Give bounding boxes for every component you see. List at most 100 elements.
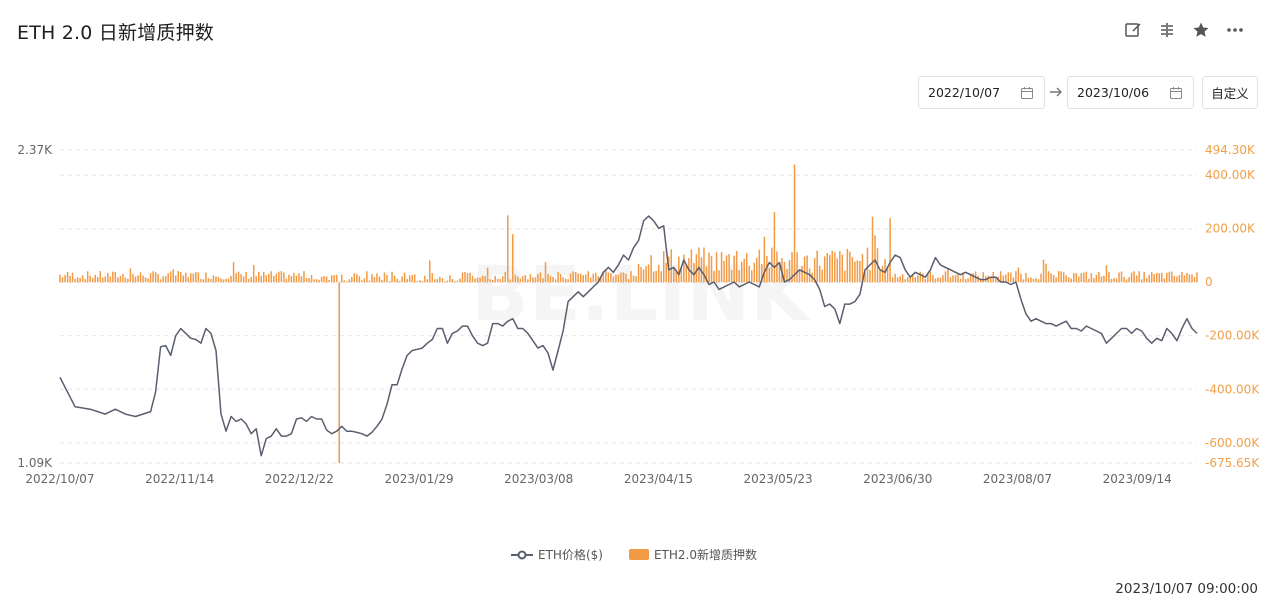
bar bbox=[806, 255, 808, 283]
bar bbox=[1060, 271, 1062, 283]
bar bbox=[735, 250, 738, 283]
bar bbox=[76, 277, 79, 283]
bar bbox=[1075, 273, 1078, 283]
bar bbox=[232, 262, 235, 283]
bar bbox=[182, 275, 185, 283]
bar bbox=[456, 280, 459, 283]
legend-label-staking: ETH2.0新增质押数 bbox=[653, 548, 757, 562]
bar bbox=[1110, 278, 1113, 283]
end-date-input[interactable]: 2023/10/06 bbox=[1067, 76, 1194, 109]
bar bbox=[534, 277, 537, 283]
bar bbox=[1025, 272, 1027, 283]
bar bbox=[464, 271, 466, 283]
bar bbox=[81, 275, 84, 283]
bar bbox=[69, 275, 71, 283]
x-axis-tick: 2023/05/23 bbox=[744, 472, 813, 486]
bar bbox=[529, 274, 532, 283]
bar bbox=[748, 265, 750, 283]
bar bbox=[162, 276, 164, 283]
bar bbox=[227, 278, 230, 283]
bar bbox=[235, 273, 237, 283]
bar bbox=[396, 278, 398, 283]
bar bbox=[368, 280, 371, 283]
bar bbox=[1113, 278, 1115, 283]
bar bbox=[1163, 278, 1166, 283]
bar bbox=[1176, 276, 1178, 283]
bar bbox=[99, 271, 102, 283]
bar bbox=[753, 262, 756, 283]
bar bbox=[112, 271, 114, 283]
start-date-input[interactable]: 2022/10/07 bbox=[918, 76, 1045, 109]
custom-range-button[interactable]: 自定义 bbox=[1202, 76, 1258, 109]
bar bbox=[720, 252, 723, 283]
bar bbox=[152, 271, 154, 283]
bar bbox=[338, 282, 340, 463]
bar bbox=[967, 278, 969, 283]
bar bbox=[298, 273, 300, 283]
bar bbox=[577, 273, 579, 283]
bar bbox=[773, 212, 776, 283]
star-icon[interactable] bbox=[1190, 19, 1212, 41]
bar bbox=[1105, 265, 1108, 283]
bar bbox=[610, 273, 612, 283]
bar bbox=[1143, 271, 1145, 283]
bar bbox=[315, 279, 318, 283]
bar bbox=[952, 275, 954, 283]
bar bbox=[1007, 272, 1010, 283]
bar bbox=[1140, 279, 1143, 283]
bar bbox=[1015, 271, 1017, 283]
bar bbox=[426, 279, 429, 283]
bar bbox=[567, 279, 569, 283]
bar bbox=[700, 257, 703, 283]
bar bbox=[572, 271, 574, 283]
bar bbox=[791, 252, 793, 283]
bar bbox=[1027, 277, 1030, 283]
bar bbox=[1191, 274, 1193, 283]
bar bbox=[1125, 279, 1128, 283]
bar bbox=[411, 275, 413, 283]
bar bbox=[197, 272, 200, 283]
calendar-icon bbox=[1021, 86, 1033, 99]
bar bbox=[823, 256, 826, 283]
bar bbox=[303, 271, 305, 283]
left-axis-min: 1.09K bbox=[17, 456, 53, 470]
bar bbox=[524, 275, 527, 283]
bar bbox=[421, 281, 423, 283]
bar bbox=[436, 278, 439, 283]
bar bbox=[225, 278, 227, 283]
bar bbox=[1035, 278, 1037, 283]
bar bbox=[283, 272, 285, 283]
bar bbox=[1166, 272, 1168, 283]
more-icon[interactable] bbox=[1224, 19, 1246, 41]
bar bbox=[652, 271, 655, 283]
bar bbox=[1090, 273, 1093, 283]
bar bbox=[909, 275, 911, 283]
legend-item-staking[interactable]: ETH2.0新增质押数 bbox=[628, 546, 757, 563]
bar bbox=[185, 272, 187, 283]
bar bbox=[66, 272, 69, 283]
bar bbox=[745, 253, 748, 283]
compare-icon[interactable] bbox=[1156, 19, 1178, 41]
right-axis-tick: 494.30K bbox=[1205, 143, 1256, 157]
legend-item-price[interactable]: ETH价格($) bbox=[511, 546, 603, 563]
bar bbox=[1078, 276, 1080, 283]
bar bbox=[122, 273, 124, 283]
bar bbox=[451, 279, 454, 283]
bar bbox=[657, 264, 660, 283]
bar bbox=[793, 164, 796, 283]
bar bbox=[911, 275, 914, 283]
bar bbox=[270, 271, 273, 283]
bar bbox=[552, 276, 554, 283]
page-title: ETH 2.0 日新增质押数 bbox=[17, 22, 214, 44]
bar bbox=[215, 276, 217, 283]
bar bbox=[818, 265, 821, 283]
bar bbox=[969, 273, 972, 283]
bar bbox=[335, 274, 338, 283]
bar bbox=[728, 254, 730, 283]
bar bbox=[59, 274, 61, 283]
bar bbox=[454, 281, 456, 283]
bar bbox=[114, 271, 117, 283]
bar bbox=[620, 272, 622, 283]
edit-icon[interactable] bbox=[1122, 19, 1144, 41]
bar bbox=[766, 255, 768, 283]
